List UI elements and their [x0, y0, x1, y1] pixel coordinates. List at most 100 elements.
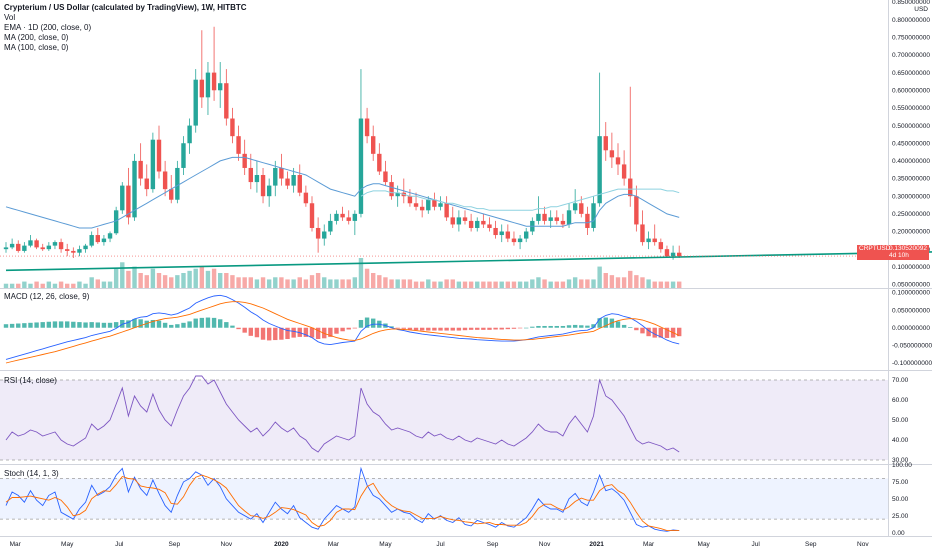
volume-bar — [120, 262, 125, 288]
macd-histogram-bar — [664, 327, 670, 338]
volume-bar — [22, 281, 27, 288]
legend-ma200[interactable]: MA (200, close, 0) — [4, 33, 69, 42]
candle-body — [16, 243, 21, 251]
volume-bar — [352, 277, 358, 288]
volume-bar — [175, 275, 180, 288]
macd-pane-label[interactable]: MACD (12, 26, close, 9) — [4, 292, 90, 301]
macd-histogram-bar — [652, 327, 657, 338]
macd-histogram-bar — [22, 323, 27, 328]
candle-body — [181, 143, 186, 168]
candle-body — [260, 175, 266, 197]
macd-histogram-bar — [46, 321, 52, 328]
candle-body — [517, 238, 523, 243]
rsi-pane-label[interactable]: RSI (14, close) — [4, 376, 57, 385]
candle-body — [224, 83, 229, 119]
macd-histogram-bar — [340, 327, 345, 332]
macd-histogram-bar — [615, 321, 621, 328]
candle-body — [609, 150, 615, 158]
candle-body — [254, 175, 260, 183]
macd-histogram-bar — [450, 327, 455, 331]
candle-body — [205, 72, 211, 98]
macd-histogram-bar — [389, 326, 394, 328]
macd-histogram-bar — [291, 327, 296, 338]
candle-body — [248, 167, 253, 183]
macd-histogram-bar — [303, 327, 309, 337]
candle-body — [95, 235, 100, 243]
macd-histogram-bar — [242, 327, 247, 333]
stoch-pane-label[interactable]: Stoch (14, 1, 3) — [4, 469, 59, 478]
price-tick-label: 0.800000000 — [892, 17, 930, 24]
volume-bar — [389, 279, 394, 288]
volume-bar — [77, 281, 82, 288]
rsi-band-fill — [0, 380, 888, 460]
volume-bar — [462, 281, 468, 288]
macd-histogram-bar — [628, 327, 633, 328]
candle-body — [156, 139, 162, 172]
volume-bar — [40, 283, 45, 288]
volume-bar — [468, 281, 474, 288]
candle-body — [285, 178, 290, 186]
volume-bar — [548, 281, 553, 288]
macd-histogram-bar — [9, 323, 15, 328]
candle-body — [505, 231, 511, 239]
legend-volume[interactable]: Vol — [4, 13, 16, 22]
volume-bar — [224, 273, 229, 288]
ema-line — [5, 156, 680, 229]
candle-body — [395, 192, 400, 197]
candle-body — [536, 213, 541, 221]
price-tick-label: 0.300000000 — [892, 193, 930, 200]
time-tick-label: Jul — [115, 541, 124, 548]
candle-body — [346, 217, 351, 221]
candle-body — [677, 252, 682, 257]
macd-histogram-bar — [77, 322, 82, 328]
rsi-tick-label: 40.00 — [892, 437, 909, 444]
macd-histogram-bar — [71, 321, 76, 328]
volume-bar — [242, 277, 247, 288]
candle-body — [236, 136, 241, 154]
volume-bar — [658, 281, 664, 288]
candle-body — [566, 210, 572, 225]
candle-body — [542, 213, 547, 221]
volume-bar — [628, 270, 633, 288]
volume-bar — [358, 258, 364, 288]
volume-bar — [524, 281, 529, 288]
macd-histogram-bar — [169, 324, 174, 328]
macd-histogram-bar — [95, 322, 100, 328]
macd-histogram-bar — [254, 327, 260, 338]
volume-bar — [511, 281, 517, 288]
candle-body — [621, 164, 627, 179]
legend-ma100[interactable]: MA (100, close, 0) — [4, 43, 69, 52]
macd-histogram-bar — [211, 317, 217, 328]
volume-bar — [138, 273, 143, 288]
macd-histogram-bar — [65, 321, 70, 328]
volume-bar — [266, 279, 272, 288]
time-tick-label: Mar — [328, 541, 340, 548]
price-tick-label: 0.100000000 — [892, 264, 930, 271]
volume-bar — [144, 275, 149, 288]
volume-bar — [28, 283, 33, 288]
volume-bar — [481, 281, 486, 288]
legend-ema[interactable]: EMA · 1D (200, close, 0) — [4, 23, 92, 32]
time-tick-label: Nov — [221, 541, 233, 548]
volume-bar — [297, 277, 302, 288]
candle-body — [499, 231, 504, 236]
macd-histogram-bar — [591, 324, 596, 328]
volume-bar — [664, 281, 670, 288]
macd-histogram-bar — [187, 321, 192, 328]
macd-histogram-bar — [248, 327, 253, 336]
price-tick-label: 0.550000000 — [892, 105, 930, 112]
price-tick-label: 0.750000000 — [892, 35, 930, 42]
macd-histogram-bar — [597, 318, 602, 328]
candle-body — [150, 139, 156, 190]
macd-histogram-bar — [138, 319, 143, 328]
macd-histogram-bar — [536, 325, 541, 328]
candle-body — [628, 178, 633, 197]
candle-body — [646, 238, 651, 243]
legend-title[interactable]: Crypterium / US Dollar (calculated by Tr… — [4, 3, 247, 12]
macd-histogram-bar — [132, 318, 137, 328]
volume-bar — [9, 283, 15, 288]
volume-bar — [46, 281, 52, 288]
macd-histogram-bar — [162, 322, 168, 328]
volume-bar — [371, 273, 376, 288]
macd-histogram-bar — [493, 327, 498, 330]
